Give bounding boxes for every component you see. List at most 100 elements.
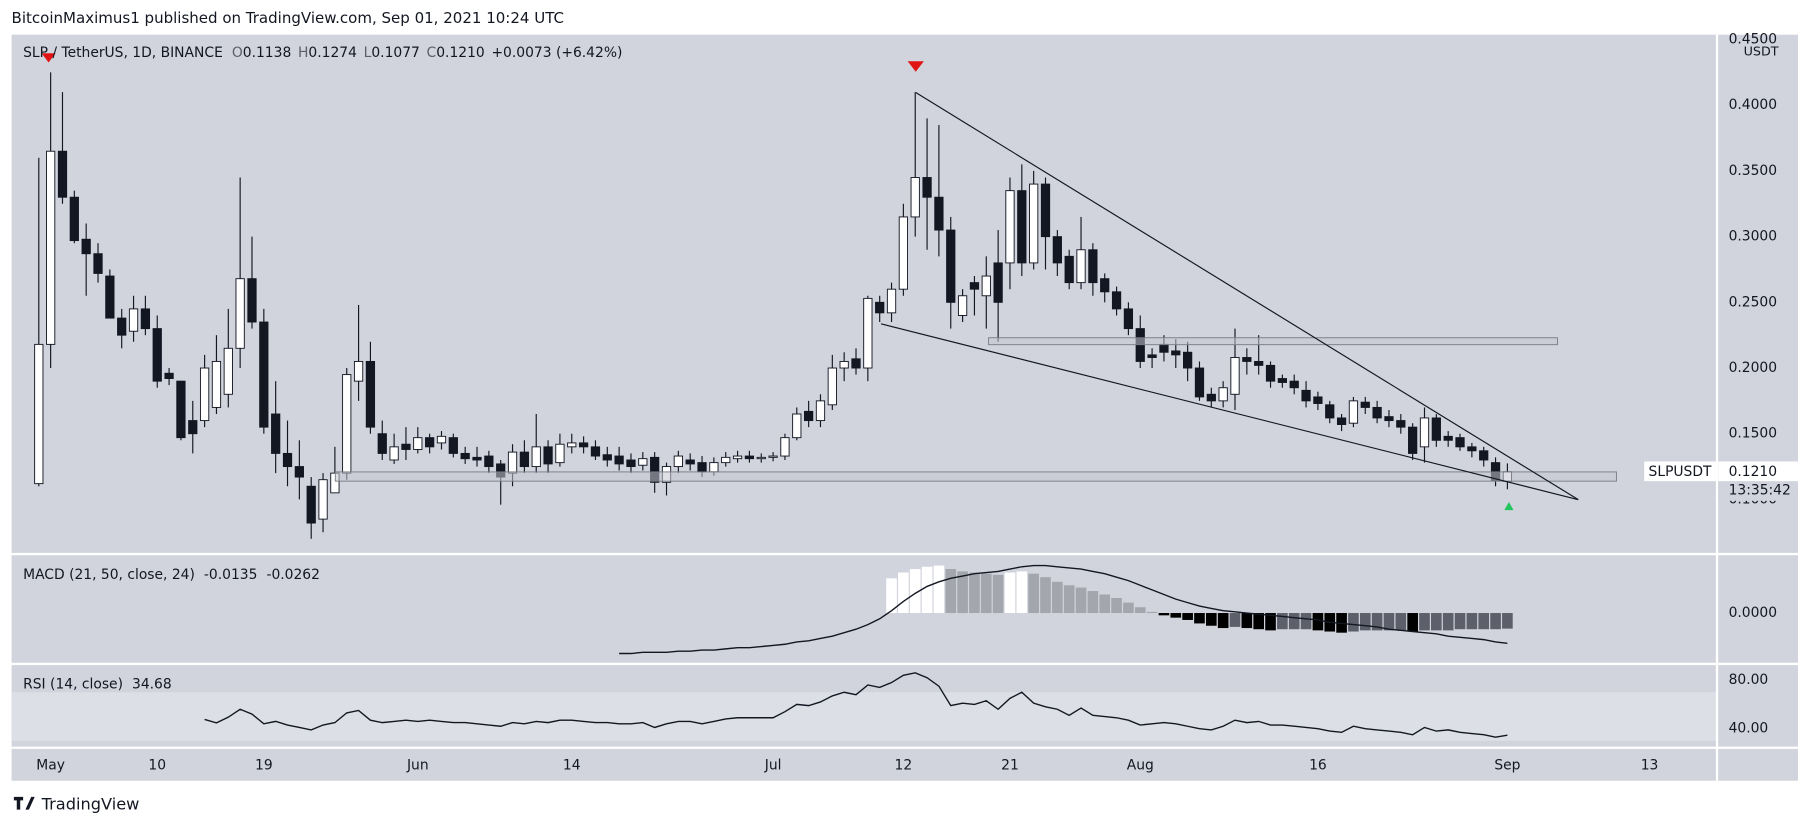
candle-body	[1336, 417, 1347, 425]
candle-body	[1301, 389, 1311, 402]
candle-body	[211, 360, 222, 408]
y-tick-label: 0.2500	[1729, 294, 1777, 310]
candle-body	[353, 360, 364, 382]
symbol-label: SLPUSDT	[1649, 464, 1712, 480]
candle-body	[543, 446, 553, 465]
candle-body	[709, 462, 719, 473]
candle-body	[306, 485, 316, 524]
candle-body	[922, 177, 932, 198]
histogram-bar	[933, 565, 945, 614]
candle-body	[756, 456, 766, 460]
candle-body	[93, 253, 103, 274]
symbol: SLP / TetherUS, 1D, BINANCE	[23, 45, 223, 61]
tick-group: 0.3000	[1729, 229, 1777, 245]
legend-value: 34.68	[132, 677, 172, 693]
candle-body	[1159, 343, 1169, 353]
main-legend: SLP / TetherUS, 1D, BINANCE O0.1138 H0.1…	[23, 45, 622, 61]
candle-body	[1194, 367, 1205, 398]
candle-body	[555, 443, 565, 464]
candle-body	[673, 455, 683, 468]
candle-body	[1325, 404, 1335, 419]
candle-body	[46, 150, 56, 345]
candle-body	[969, 282, 980, 290]
candle-body	[1029, 183, 1039, 264]
histogram-bar	[1040, 577, 1051, 614]
histogram-bar	[1431, 613, 1442, 631]
candle-body	[792, 413, 802, 439]
candle-body	[152, 328, 162, 382]
histogram-bar	[1075, 587, 1087, 614]
histogram-bar	[1265, 613, 1276, 631]
candle-body	[1123, 308, 1134, 330]
candle-body	[815, 400, 826, 422]
candle-body	[117, 317, 127, 336]
legend-key: O	[232, 45, 243, 61]
candle-body	[128, 308, 139, 332]
histogram-bar	[1205, 613, 1217, 626]
histogram-bar	[1134, 607, 1146, 614]
candle-body	[401, 443, 411, 450]
rsi-line	[204, 672, 1508, 738]
y-tick-label: 0.1500	[1729, 426, 1777, 442]
candle-body	[365, 360, 376, 428]
histogram-bar	[1288, 613, 1300, 630]
x-tick-label: 19	[255, 758, 273, 774]
candle-body	[1254, 360, 1264, 366]
histogram-bar	[945, 569, 957, 614]
legend-key: L	[364, 45, 372, 61]
histogram-bar	[1407, 613, 1418, 632]
x-tick-label: 13	[1641, 758, 1659, 774]
histogram-bar	[1016, 571, 1028, 614]
candle-body	[318, 479, 328, 520]
candle-body	[1396, 420, 1406, 428]
histogram-bar	[1241, 613, 1253, 629]
candle-body	[519, 451, 530, 468]
candle-body	[472, 456, 482, 461]
candle-body	[780, 437, 790, 457]
publish-header: BitcoinMaximus1 published on TradingView…	[12, 9, 564, 27]
candle-body	[1348, 400, 1359, 424]
histogram-bar	[1253, 613, 1265, 630]
panes: May 10 19 Jun 14 Jul 12 21 Aug 16 Sep 13	[11, 72, 1718, 774]
legend-value: -0.0135	[204, 567, 257, 583]
tick-group: 0.3500	[1729, 163, 1777, 179]
histogram-bar	[1063, 585, 1075, 614]
candle-body	[199, 367, 210, 422]
candle-body	[827, 367, 837, 406]
y-tick-label: 0.4000	[1729, 97, 1777, 113]
candle-body	[425, 437, 435, 448]
brand-logo	[13, 796, 35, 810]
tick-group: 0.2000	[1729, 360, 1777, 376]
candle-body	[282, 452, 293, 468]
candle-body	[140, 308, 151, 330]
support-zone	[334, 471, 1617, 482]
histogram-bar	[1277, 613, 1288, 630]
breakout-marker	[1504, 501, 1514, 511]
candle-body	[650, 456, 660, 483]
x-tick-label: 16	[1309, 758, 1327, 774]
candle-body	[804, 410, 814, 422]
candle-body	[886, 288, 897, 314]
wedge-upper-line	[915, 92, 1579, 501]
tick-group: 0.0000	[1729, 605, 1777, 621]
histogram-bar	[886, 578, 897, 614]
histogram-bar	[921, 566, 933, 614]
candle-body	[1076, 249, 1086, 284]
histogram-bar	[1028, 573, 1039, 614]
histogram-bar	[1395, 613, 1407, 631]
candle-body	[484, 455, 494, 468]
histogram-bar	[1312, 613, 1324, 631]
x-tick-label: 12	[895, 758, 913, 774]
histogram-bar	[898, 572, 909, 614]
legend-value: 0.1077	[371, 45, 419, 61]
rsi-band	[11, 692, 1718, 741]
histogram-bar	[1442, 613, 1454, 631]
candle-body	[863, 297, 873, 369]
candle-body	[1218, 387, 1228, 402]
candle-body	[259, 321, 269, 428]
candle-body	[993, 262, 1003, 303]
candle-body	[460, 452, 470, 460]
histogram-bar	[1052, 581, 1063, 614]
